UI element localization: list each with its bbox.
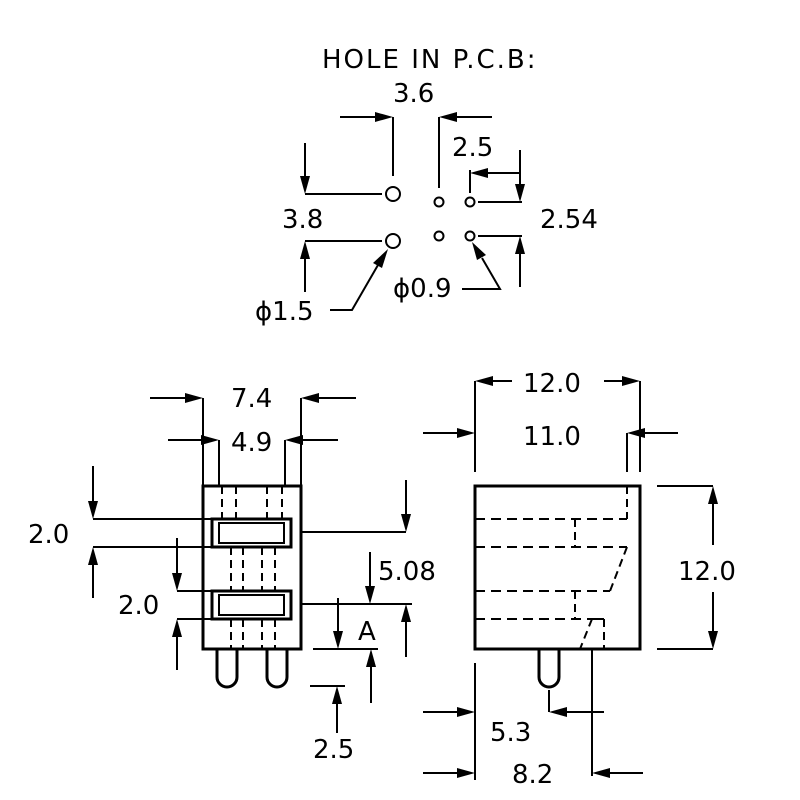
arrow-left xyxy=(285,435,303,445)
arrow-down xyxy=(88,501,98,519)
arrow-down xyxy=(300,176,310,194)
arrow-left xyxy=(475,376,493,386)
arrow-up xyxy=(401,604,411,622)
led-window-top-inner xyxy=(218,522,285,544)
side-view: 12.0 11.0 12.0 5.3 8.2 xyxy=(423,369,736,790)
arrow-up xyxy=(515,236,525,254)
pcb-hole-large-bottom xyxy=(385,233,401,249)
pcb-hole-small xyxy=(433,196,445,208)
arrow-right xyxy=(457,768,475,778)
pcb-dim-2-54: 2.54 xyxy=(540,205,598,235)
pcb-hole-large-top xyxy=(385,186,401,202)
pcb-hole-small xyxy=(464,230,476,242)
arrow-up xyxy=(708,486,718,504)
side-dim-12-0-height: 12.0 xyxy=(678,557,736,587)
side-dim-8-2: 8.2 xyxy=(512,760,553,790)
arrow-up xyxy=(300,241,310,259)
pcb-hole-pattern: HOLE IN P.C.B: 3.6 2.5 2.54 3.8 xyxy=(255,45,598,327)
led-window-bottom-inner xyxy=(218,594,285,616)
leader-line xyxy=(462,257,502,290)
arrow-right xyxy=(457,707,475,717)
leader-line xyxy=(330,264,379,311)
arrow-up xyxy=(88,547,98,565)
arrow-down xyxy=(708,631,718,649)
arrow-left xyxy=(301,393,319,403)
front-dim-2-0-top: 2.0 xyxy=(28,520,69,550)
arrow-left xyxy=(549,707,567,717)
arrow-right xyxy=(201,435,219,445)
arrow-down xyxy=(365,586,375,604)
front-label-A: A xyxy=(358,617,376,647)
side-pin xyxy=(537,649,561,689)
pin-right xyxy=(265,649,289,689)
arrow-right xyxy=(375,112,393,122)
front-view: 7.4 4.9 2.0 2.0 5.08 xyxy=(28,384,436,765)
arrow-left xyxy=(439,112,457,122)
arrow-down xyxy=(333,631,343,649)
arrow-up xyxy=(332,686,342,704)
led-window-bottom xyxy=(210,589,293,621)
side-view-body xyxy=(473,484,642,651)
pcb-dim-2-5: 2.5 xyxy=(452,133,493,163)
led-window-top xyxy=(210,517,293,549)
arrow-down xyxy=(401,514,411,532)
arrow-leader xyxy=(472,242,486,260)
arrow-left xyxy=(592,768,610,778)
pcb-dim-hole-large: ϕ1.5 xyxy=(255,297,314,327)
arrow-down xyxy=(515,184,525,202)
side-dim-12-0-width: 12.0 xyxy=(523,369,581,399)
arrow-right xyxy=(457,428,475,438)
pcb-dim-hole-small: ϕ0.9 xyxy=(393,274,452,304)
arrow-up xyxy=(172,619,182,637)
pcb-dim-3-6: 3.6 xyxy=(393,79,434,109)
front-dim-4-9: 4.9 xyxy=(231,428,272,458)
side-dim-11-0: 11.0 xyxy=(523,422,581,452)
pcb-hole-small xyxy=(464,196,476,208)
side-dim-5-3: 5.3 xyxy=(490,718,531,748)
arrow-left xyxy=(627,428,645,438)
pcb-hole-small xyxy=(433,230,445,242)
front-dim-2-0-bottom: 2.0 xyxy=(118,591,159,621)
arrow-down xyxy=(172,573,182,591)
front-view-body xyxy=(201,484,303,651)
pcb-title: HOLE IN P.C.B: xyxy=(322,45,537,75)
arrow-leader xyxy=(373,249,388,268)
pcb-dim-3-8: 3.8 xyxy=(282,205,323,235)
hidden-line xyxy=(609,546,628,592)
arrow-up xyxy=(366,649,376,667)
front-dim-2-5: 2.5 xyxy=(313,735,354,765)
pin-left xyxy=(215,649,239,689)
front-dim-7-4: 7.4 xyxy=(231,384,272,414)
arrow-left xyxy=(470,168,488,178)
arrow-right xyxy=(622,376,640,386)
front-dim-5-08: 5.08 xyxy=(378,557,436,587)
arrow-right xyxy=(185,393,203,403)
hidden-line xyxy=(579,618,593,650)
